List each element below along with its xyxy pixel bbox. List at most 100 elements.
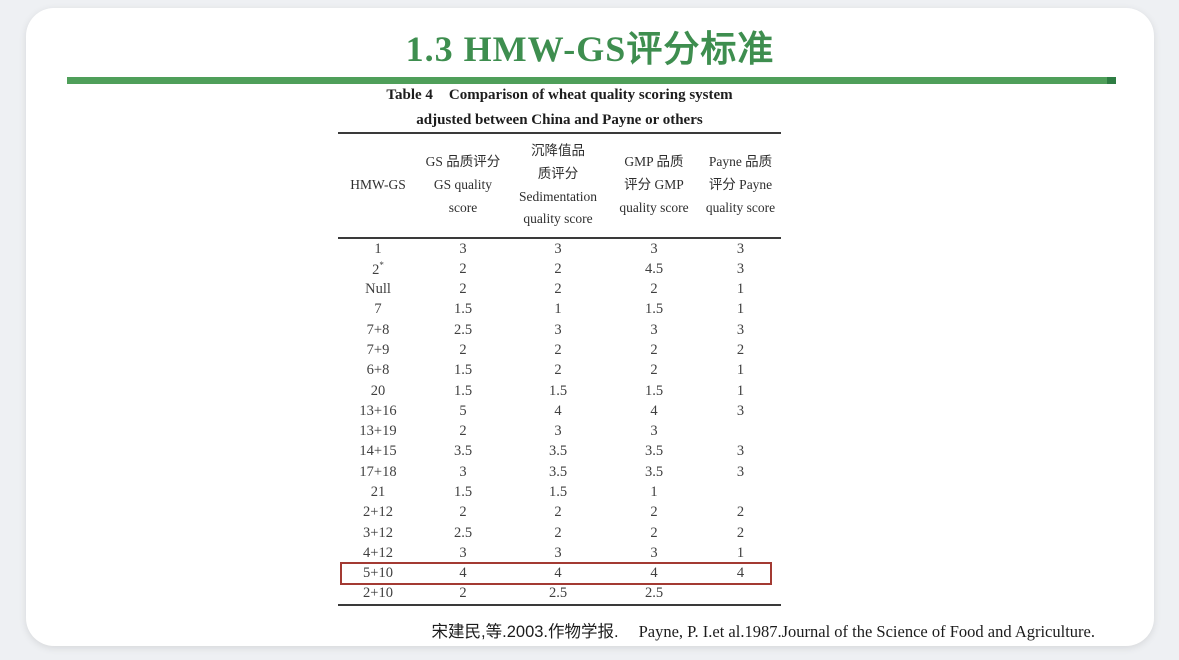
superscript-asterisk: * [379,260,384,270]
score-cell: 3.5 [548,463,568,480]
table-row-4+12: 4+12 3 3 3 1 [338,543,781,563]
score-cell: 4 [459,565,467,582]
score-cell: 2 [650,342,658,359]
score-cell: 3 [736,443,745,460]
score-cell: 3 [554,423,562,440]
table-row-7+8: 7+8 2.5 3 3 3 [338,320,781,340]
slide-title: 1.3 HMW-GS评分标准 [405,29,775,69]
row-label: 2+12 [363,504,393,521]
table-row-5+10: 5+10 4 4 4 4 [338,564,781,584]
table-caption-line2: adjusted between China and Payne or othe… [416,112,703,128]
table-row-2+10: 2+10 2 2.5 2.5 [338,584,781,604]
table-body: 1 3 3 3 3 2* 2 2 4.5 3 Null 2 2 2 1 7 1.5 1 1.5 1 7+8 2.5 3 3 3 7… [338,239,781,606]
score-cell: 2 [736,342,745,359]
table-row-17+18: 17+18 3 3.5 3.5 3 [338,462,781,482]
score-cell: 1 [736,382,745,399]
title-underline-endcap [1107,77,1116,84]
score-cell: 3 [459,544,467,561]
score-cell: 2 [554,524,562,541]
score-cell: 1.5 [548,484,568,501]
table-row-20: 20 1.5 1.5 1.5 1 [338,381,781,401]
header-cell-3: GMP 品质 评分 GMP quality score [619,154,689,215]
table-row-7+9: 7+9 2 2 2 2 [338,340,781,360]
citation: 宋建民,等.2003.作物学报. Payne, P. I.et al.1987.J… [432,618,1095,642]
row-label: 13+19 [359,423,397,440]
row-label: 21 [370,484,386,501]
score-cell: 2.5 [453,321,473,338]
score-cell: 4 [554,402,562,419]
score-cell: 2 [459,585,467,602]
score-cell: 3.5 [644,443,664,460]
score-cell: 2 [459,260,467,277]
score-cell: 3 [459,240,467,257]
score-cell: 2 [650,362,658,379]
score-cell: 1 [736,544,745,561]
score-cell: 3 [554,240,562,257]
table-row-21: 21 1.5 1.5 1 [338,482,781,502]
score-cell: 4 [650,565,658,582]
row-label: 3+12 [363,524,393,541]
row-label: Null [365,281,391,298]
score-cell: 5 [459,402,467,419]
score-cell: 3 [650,240,658,257]
score-cell: 1.5 [453,382,473,399]
scoring-table: HMW-GS GS 品质评分 GS quality score 沉降值品 质评分 S… [338,132,781,606]
score-cell: 2 [459,281,467,298]
score-cell: 2 [554,504,562,521]
score-cell: 2 [554,342,562,359]
score-cell: 3.5 [644,463,664,480]
table-row-3+12: 3+12 2.5 2 2 2 [338,523,781,543]
score-cell: 3.5 [548,443,568,460]
title-underline [67,77,1116,84]
table-header-row: HMW-GS GS 品质评分 GS quality score 沉降值品 质评分 S… [338,132,781,239]
row-label: 4+12 [363,544,393,561]
row-label: 7+8 [366,321,390,338]
score-cell: 1 [554,301,562,318]
citation-chinese: 宋建民,等.2003.作物学报. [431,623,619,641]
row-label: 13+16 [359,402,397,419]
score-cell: 1 [736,301,745,318]
header-cell-0: HMW-GS [350,177,406,193]
table-row-6+8: 6+8 1.5 2 2 1 [338,361,781,381]
score-cell: 1.5 [644,382,664,399]
score-cell: 3 [736,402,745,419]
score-cell: 4 [554,565,562,582]
row-label: 1 [374,240,382,257]
row-label: 2+10 [363,585,393,602]
header-cell-1: GS 品质评分 GS quality score [425,154,501,215]
score-cell: 4.5 [644,260,664,277]
score-cell: 2 [736,504,745,521]
score-cell: 3 [554,321,562,338]
table-caption-line1: Table 4 Comparison of wheat quality scori… [338,83,781,108]
score-cell: 4 [650,402,658,419]
score-cell: 2 [554,281,562,298]
row-label: 17+18 [359,463,397,480]
score-cell: 1.5 [453,484,473,501]
score-cell: 3 [554,544,562,561]
score-cell: 2.5 [453,524,473,541]
score-cell: 3 [736,463,745,480]
score-cell: 1.5 [644,301,664,318]
score-cell: 3 [459,463,467,480]
score-cell: 3 [650,423,658,440]
score-cell: 2 [650,281,658,298]
citation-english: Payne, P. I.et al.1987.Journal of the Sc… [638,622,1095,641]
score-cell: 2 [459,342,467,359]
row-label: 14+15 [359,443,397,460]
row-label: 7 [374,301,382,318]
score-cell: 1 [736,281,745,298]
score-cell: 2 [459,504,467,521]
table-row-1: 1 3 3 3 3 [338,239,781,259]
score-cell: 2 [650,504,658,521]
header-cell-4: Payne 品质 评分 Payne quality score [705,154,776,215]
score-cell: 2 [459,423,467,440]
table-caption: Table 4 Comparison of wheat quality scori… [338,83,781,133]
score-cell: 2 [554,362,562,379]
score-cell: 1.5 [548,382,568,399]
score-cell: 3 [736,260,745,277]
header-cell-2: 沉降值品 质评分 Sedimentation quality score [519,142,597,227]
score-cell: 3 [736,240,745,257]
table-row-13+19: 13+19 2 3 3 [338,422,781,442]
score-cell: 1 [736,362,745,379]
